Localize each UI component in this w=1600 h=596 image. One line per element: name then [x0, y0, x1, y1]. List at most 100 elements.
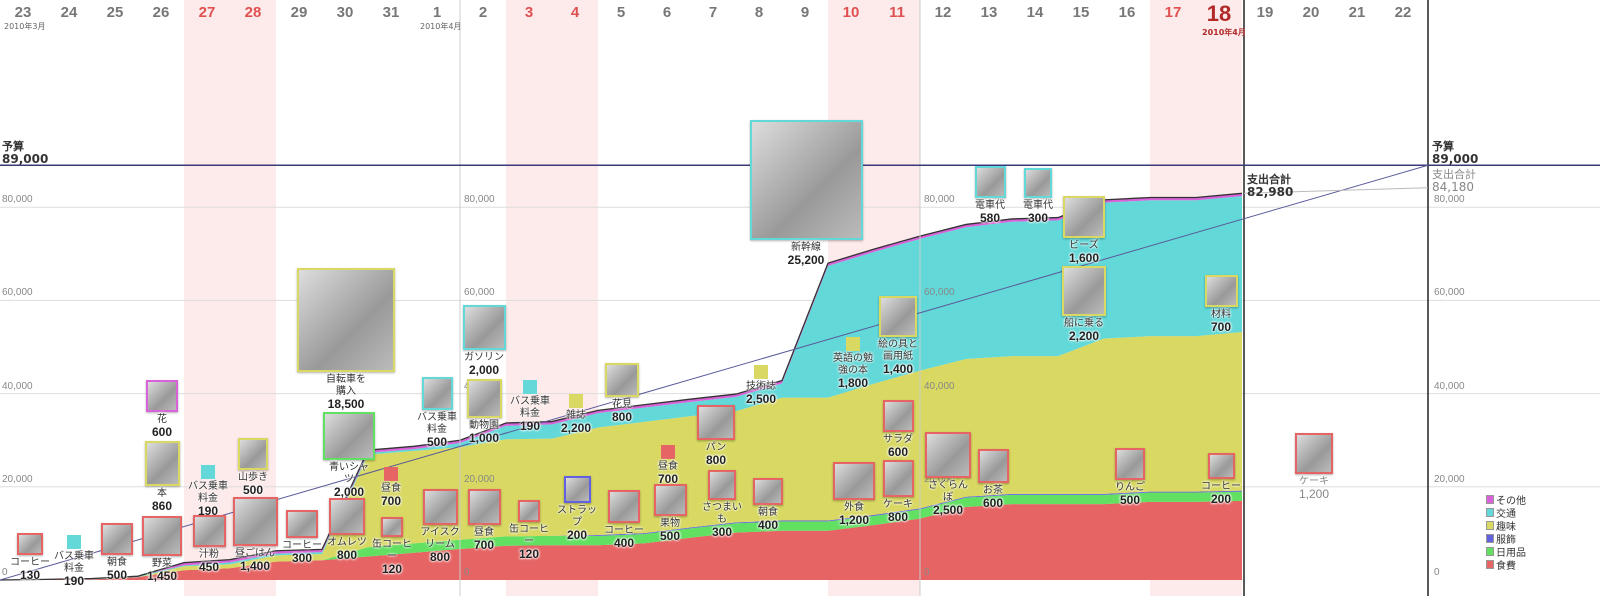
item-label: コーヒー [604, 525, 644, 536]
item-amount: 18,500 [327, 397, 365, 411]
item-label: パン [705, 442, 727, 453]
expense-item[interactable]: さくらんぼ 2,500 [920, 432, 976, 517]
item-amount: 580 [979, 211, 1001, 225]
item-amount: 300 [291, 551, 313, 565]
expense-item[interactable]: 昼食 700 [363, 467, 419, 508]
expense-item[interactable]: 雑誌 2,200 [548, 394, 604, 435]
expense-item[interactable]: コーヒー 300 [274, 510, 330, 565]
expense-item[interactable]: バス乗車料金 190 [502, 380, 558, 433]
expense-item[interactable]: バス乗車料金 190 [180, 465, 236, 518]
expense-item[interactable]: 果物 500 [642, 484, 698, 543]
item-photo [608, 490, 640, 523]
item-amount: 130 [19, 568, 41, 582]
expense-item[interactable]: サラダ 600 [870, 400, 926, 459]
expense-item[interactable]: 昼食 700 [640, 445, 696, 486]
item-label: バス乗車料金 [417, 412, 457, 435]
item-amount: 2,500 [745, 392, 777, 406]
item-photo [753, 478, 783, 505]
item-label: 昼食 [474, 527, 494, 538]
item-photo [974, 166, 1006, 198]
expense-item[interactable]: 技術誌 2,500 [733, 365, 789, 406]
item-label: 外食 [844, 502, 864, 513]
area-趣味 [0, 331, 1242, 580]
item-amount: 1,800 [837, 376, 869, 390]
item-photo [977, 449, 1009, 483]
item-label: コーヒー [1201, 481, 1241, 492]
expense-item[interactable]: 野菜 1,450 [134, 516, 190, 583]
item-label: アイスクリーム [420, 527, 460, 550]
expense-item[interactable]: アイスクリーム 800 [412, 489, 468, 564]
expense-item[interactable]: お茶 600 [965, 449, 1021, 510]
item-amount: 200 [566, 528, 588, 542]
item-label: 青いシャツ [329, 462, 369, 485]
expense-item[interactable]: 船に乗る 2,200 [1056, 266, 1112, 343]
expense-item[interactable]: 缶コーヒー 120 [364, 517, 420, 576]
expense-item[interactable]: 電車代 300 [1010, 168, 1066, 225]
y-tick-label: 60,000 [2, 287, 33, 299]
expense-item[interactable]: バス乗車料金 500 [409, 377, 465, 449]
item-label: オムレツ [327, 537, 367, 548]
expense-item[interactable]: ガソリン 2,000 [456, 305, 512, 377]
item-photo [101, 523, 133, 555]
expense-item[interactable]: 材料 700 [1193, 275, 1249, 334]
expense-item[interactable]: 朝食 400 [740, 478, 796, 532]
expense-item[interactable]: パン 800 [688, 405, 744, 467]
item-photo [518, 500, 540, 522]
item-photo [323, 412, 375, 460]
item-photo [653, 484, 687, 516]
expense-item[interactable]: 新幹線 25,200 [749, 120, 863, 267]
item-label: ビーズ [1069, 240, 1099, 251]
day-13: 13 [980, 4, 998, 21]
day-16: 16 [1118, 4, 1136, 21]
legend-swatch [1486, 508, 1494, 517]
expense-item[interactable]: 朝食 500 [89, 523, 145, 582]
expense-item[interactable]: 花見 800 [594, 363, 650, 424]
budget-value: 89,000 [2, 152, 49, 166]
expense-item[interactable]: ケーキ 1,200 [1286, 433, 1342, 501]
expense-item[interactable]: 絵の具と画用紙 1,400 [870, 296, 926, 376]
expense-item[interactable]: ケーキ 800 [870, 460, 926, 524]
expense-item[interactable]: 外食 1,200 [826, 462, 882, 527]
item-amount: 800 [611, 410, 633, 424]
item-amount: 700 [380, 494, 402, 508]
expense-item[interactable]: コーヒー 400 [596, 490, 652, 550]
expense-item[interactable]: 山歩き 500 [225, 438, 281, 497]
expense-item[interactable]: 昼食 700 [456, 489, 512, 552]
item-label: 動物園 [469, 420, 499, 431]
expense-item[interactable]: ビーズ 1,600 [1056, 196, 1112, 265]
expense-item[interactable]: 汁粉 450 [181, 515, 237, 574]
item-label: 新幹線 [791, 242, 821, 253]
expense-item[interactable]: コーヒー 130 [2, 533, 58, 582]
item-photo [238, 438, 268, 470]
expense-item[interactable]: 動物園 1,000 [456, 379, 512, 445]
expense-item[interactable]: コーヒー 200 [1193, 453, 1249, 506]
item-photo [925, 432, 971, 478]
budget-title: 予算 [1432, 140, 1454, 153]
y-tick-label: 60,000 [464, 287, 495, 299]
item-amount: 1,450 [146, 569, 178, 583]
expense-item[interactable]: 本 860 [134, 441, 190, 513]
item-label: 果物 [660, 518, 680, 529]
expense-item[interactable]: 自転車を購入 18,500 [297, 268, 395, 411]
expense-item[interactable]: バス乗車料金 190 [46, 535, 102, 588]
item-photo [422, 489, 458, 525]
expense-item[interactable]: さつまいも 300 [694, 470, 750, 539]
expense-item[interactable]: 電車代 580 [962, 166, 1018, 225]
expense-item[interactable]: 花 600 [134, 380, 190, 439]
expense-item[interactable]: 昼ごはん 1,400 [227, 497, 283, 573]
expense-item[interactable]: 缶コーヒー 120 [501, 500, 557, 561]
item-label: バス乗車料金 [54, 551, 94, 574]
projected-total-title: 支出合計 [1432, 168, 1476, 181]
item-label: 電車代 [1023, 200, 1053, 211]
item-label: 技術誌 [746, 381, 776, 392]
category-marker-icon [201, 465, 215, 479]
category-marker-icon [384, 467, 398, 481]
expense-item[interactable]: ストラップ 200 [549, 476, 605, 542]
legend: その他 交通 趣味 服飾 日用品 食費 [1486, 493, 1526, 572]
expense-item[interactable]: オムレツ 800 [319, 498, 375, 562]
expense-item[interactable]: りんご 500 [1102, 448, 1158, 507]
day-25: 25 [106, 4, 124, 21]
expense-item[interactable]: 青いシャツ 2,000 [321, 412, 377, 499]
expense-item[interactable]: 英語の勉強の本 1,800 [825, 337, 881, 390]
day-4: 4 [570, 4, 580, 21]
